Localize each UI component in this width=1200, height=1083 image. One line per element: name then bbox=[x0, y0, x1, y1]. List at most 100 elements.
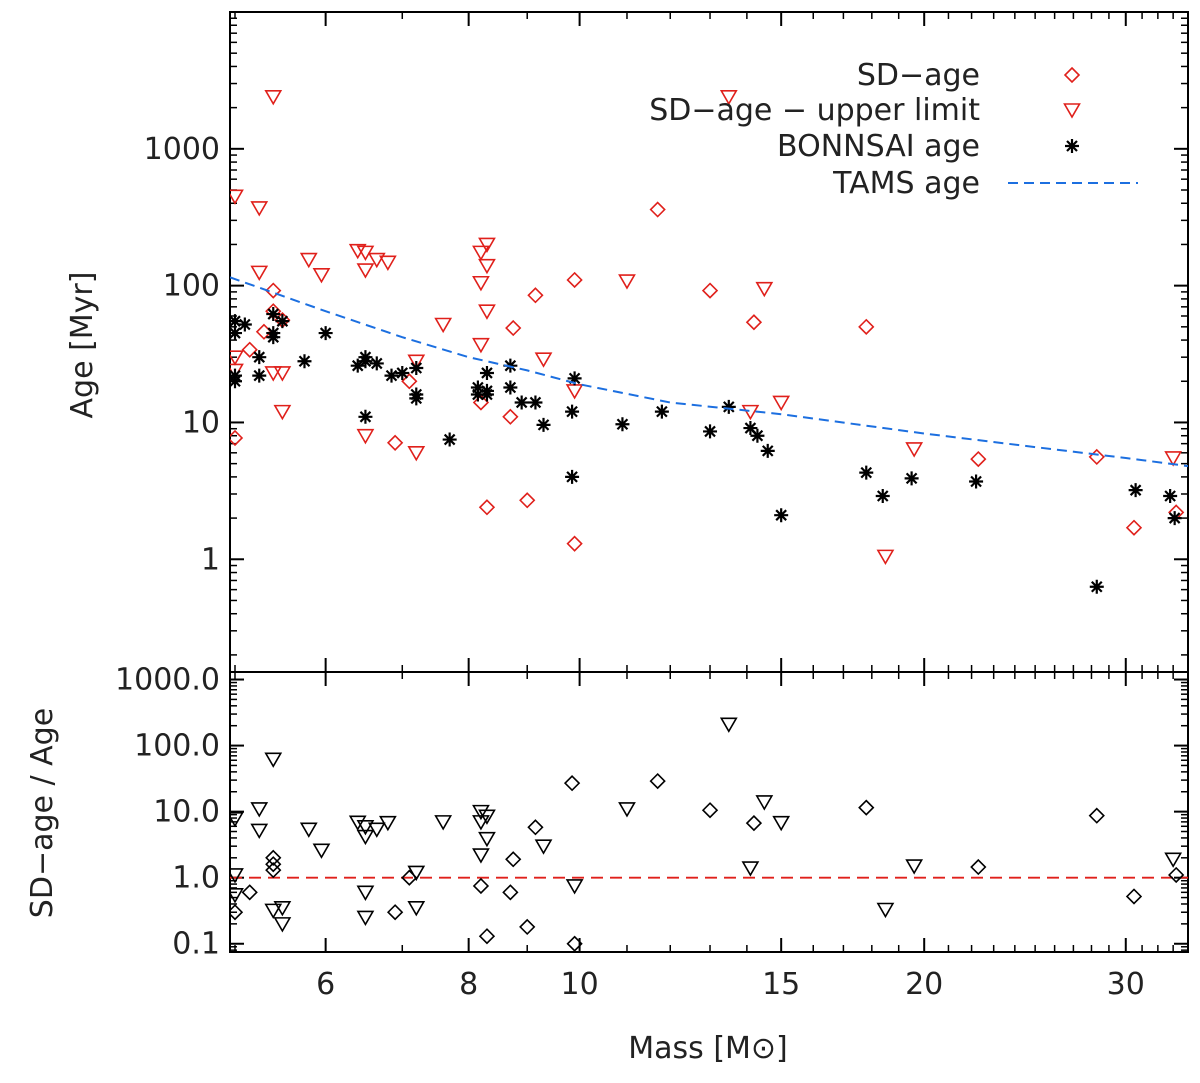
bonnsai-age-point bbox=[230, 326, 242, 341]
sd-age-point bbox=[1088, 448, 1105, 466]
bonnsai-age-point bbox=[1089, 579, 1104, 594]
data-layer bbox=[230, 89, 1188, 594]
bonnsai-age-point bbox=[750, 428, 765, 443]
sd-age-point bbox=[970, 858, 987, 876]
sd-age-upper-limit-point bbox=[273, 917, 292, 933]
sd-age-upper-limit-point bbox=[434, 317, 453, 334]
sd-age-point bbox=[1168, 866, 1185, 884]
bonnsai-age-point bbox=[743, 421, 758, 436]
bonnsai-age-point bbox=[350, 358, 365, 373]
sd-age-point bbox=[386, 904, 404, 921]
y-tick-label: 0.1 bbox=[172, 927, 220, 962]
sd-age-upper-limit-point bbox=[407, 446, 426, 462]
bonnsai-age-point bbox=[479, 387, 494, 402]
sd-age-upper-limit-point bbox=[434, 815, 453, 831]
y-tick-label: 1 bbox=[201, 542, 220, 577]
sd-age-point bbox=[563, 775, 581, 792]
x-tick-label: 30 bbox=[1107, 967, 1145, 1002]
bonnsai-age-point bbox=[654, 404, 669, 419]
bonnsai-age-point bbox=[721, 399, 736, 414]
sd-age-upper-limit-point bbox=[741, 861, 760, 877]
bonnsai-age-point bbox=[760, 443, 775, 458]
sd-age-point bbox=[649, 772, 666, 790]
sd-age-upper-limit-point bbox=[230, 189, 244, 205]
sd-age-upper-limit-point bbox=[618, 274, 636, 290]
bonnsai-age-point bbox=[528, 395, 543, 410]
bonnsai-age-point bbox=[479, 365, 494, 380]
sd-age-upper-limit-point bbox=[250, 201, 269, 217]
bonnsai-age-point bbox=[859, 465, 874, 480]
sd-age-upper-limit-point bbox=[472, 275, 490, 292]
bonnsai-age-point bbox=[703, 424, 718, 439]
legend-marker bbox=[1063, 66, 1081, 84]
sd-age-point bbox=[241, 341, 258, 358]
bonnsai-age-point bbox=[615, 417, 630, 432]
sd-age-upper-limit-point bbox=[356, 428, 375, 445]
sd-age-upper-limit-point bbox=[876, 549, 895, 565]
bonnsai-age-point bbox=[230, 314, 242, 329]
sd-age-upper-limit-point bbox=[273, 404, 292, 421]
sd-age-point bbox=[472, 877, 490, 895]
sd-age-upper-limit-point bbox=[565, 384, 584, 400]
sd-age-point bbox=[265, 849, 282, 866]
sd-age-upper-limit-point bbox=[478, 304, 496, 320]
sd-age-point bbox=[701, 802, 719, 819]
sd-age-point bbox=[502, 884, 519, 901]
bonnsai-age-point bbox=[536, 417, 551, 432]
sd-age-point bbox=[478, 499, 496, 516]
sd-age-upper-limit-point bbox=[719, 89, 738, 106]
sd-age-point bbox=[970, 450, 987, 468]
bonnsai-age-point bbox=[409, 361, 424, 376]
sd-age-point bbox=[401, 373, 418, 390]
sd-age-upper-limit-point bbox=[472, 245, 490, 261]
bonnsai-age-point bbox=[358, 409, 373, 424]
sd-age-point bbox=[505, 319, 522, 337]
sd-age-upper-limit-point bbox=[478, 809, 496, 825]
sd-age-point bbox=[519, 492, 536, 509]
sd-age-upper-limit-point bbox=[312, 268, 331, 284]
bonnsai-age-point bbox=[969, 474, 984, 489]
bonnsai-age-point bbox=[565, 469, 580, 484]
sd-age-point bbox=[745, 814, 763, 832]
sd-age-upper-limit-point bbox=[378, 815, 397, 832]
sd-age-upper-limit-point bbox=[478, 237, 496, 254]
sd-age-point bbox=[527, 287, 544, 304]
sd-age-point bbox=[505, 851, 522, 868]
sd-age-upper-limit-point bbox=[755, 281, 774, 298]
sd-age-upper-limit-point bbox=[230, 350, 244, 366]
sd-age-upper-limit-point bbox=[534, 352, 553, 368]
sd-age-point bbox=[265, 282, 282, 299]
sd-age-upper-limit-point bbox=[1164, 852, 1183, 868]
legend-label: TAMS age bbox=[832, 166, 980, 201]
sd-age-point bbox=[858, 318, 875, 335]
bottom-y-axis-label: SD−age / Age bbox=[25, 708, 60, 918]
bonnsai-age-point bbox=[567, 371, 582, 386]
sd-age-upper-limit-point bbox=[356, 263, 375, 279]
x-tick-label: 6 bbox=[316, 967, 335, 1002]
data-layer bbox=[230, 717, 1188, 952]
sd-age-upper-limit-point bbox=[407, 354, 426, 370]
sd-age-upper-limit-point bbox=[772, 395, 791, 412]
sd-age-point bbox=[265, 862, 282, 879]
sd-age-point bbox=[502, 408, 519, 425]
legend-label: SD−age − upper limit bbox=[649, 93, 980, 128]
y-tick-label: 10 bbox=[182, 405, 220, 440]
y-tick-label: 1000 bbox=[144, 132, 220, 167]
sd-age-upper-limit-point bbox=[905, 859, 924, 875]
sd-age-upper-limit-point bbox=[356, 829, 375, 846]
tams-age-line bbox=[230, 276, 1188, 468]
x-tick-label: 15 bbox=[762, 967, 800, 1002]
sd-age-point bbox=[1125, 888, 1143, 905]
sd-age-point bbox=[241, 884, 258, 901]
top-y-axis-label: Age [Myr] bbox=[65, 272, 100, 419]
sd-age-upper-limit-point bbox=[356, 885, 375, 901]
bonnsai-age-point bbox=[904, 471, 919, 486]
sd-age-upper-limit-point bbox=[250, 265, 269, 281]
sd-age-upper-limit-point bbox=[905, 442, 924, 458]
sd-age-point bbox=[1125, 519, 1143, 536]
sd-age-upper-limit-point bbox=[478, 258, 496, 275]
sd-age-upper-limit-point bbox=[299, 822, 318, 838]
sd-age-upper-limit-point bbox=[273, 901, 292, 917]
sd-age-upper-limit-point bbox=[407, 901, 426, 917]
bonnsai-age-point bbox=[514, 395, 529, 410]
